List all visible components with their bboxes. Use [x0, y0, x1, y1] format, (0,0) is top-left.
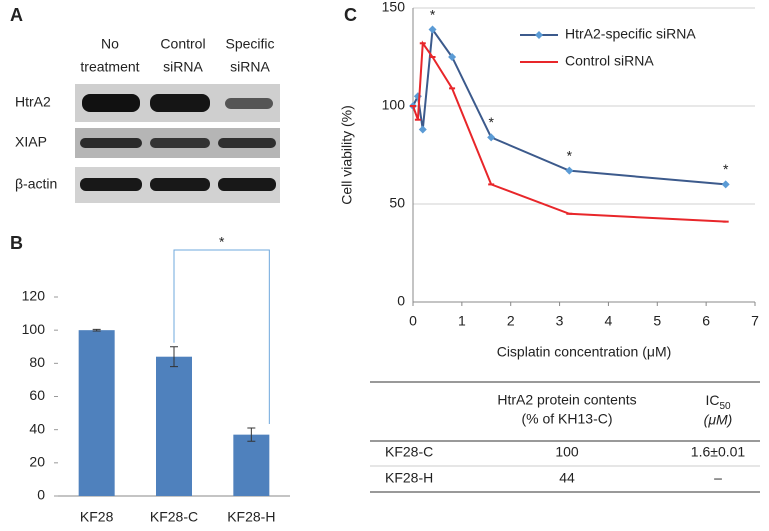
y-tick-label: 50	[389, 195, 405, 211]
y-axis-label: Cell viability (%)	[339, 105, 355, 205]
marker	[721, 180, 730, 189]
band	[225, 98, 273, 109]
marker	[565, 166, 574, 175]
y-tick-label: 120	[22, 288, 46, 304]
x-axis-label: Cisplatin concentration (μM)	[497, 344, 672, 360]
blot-row-label: HtrA2	[15, 94, 51, 110]
table-header: IC50	[705, 392, 731, 412]
marker	[487, 133, 496, 142]
legend-label: HtrA2-specific siRNA	[565, 26, 696, 42]
band	[82, 94, 140, 112]
table-cell: KF28-C	[385, 444, 433, 460]
table-header: (μM)	[704, 412, 733, 428]
blot	[75, 84, 280, 203]
x-tick-label: 0	[409, 313, 417, 329]
blot-column-label: treatment	[80, 59, 139, 75]
y-tick-label: 100	[382, 97, 406, 113]
blot-row-label: β-actin	[15, 176, 57, 192]
table-cell: 100	[555, 444, 579, 460]
band	[150, 138, 210, 148]
band	[218, 138, 276, 148]
y-tick-label: 20	[29, 454, 45, 470]
x-tick-label: 2	[507, 313, 515, 329]
x-tick-label: 4	[605, 313, 613, 329]
error-bar	[247, 427, 256, 442]
y-tick-label: 0	[397, 293, 405, 309]
y-tick-label: 100	[22, 321, 46, 337]
blot-column-label: Specific	[225, 36, 274, 52]
significance-star: *	[219, 234, 225, 250]
panel-label: A	[10, 5, 23, 25]
annotation: *	[567, 147, 573, 163]
band	[150, 178, 210, 191]
x-tick-label: KF28	[80, 509, 114, 525]
annotation: *	[488, 114, 494, 130]
x-tick-label: 1	[458, 313, 466, 329]
error-bar	[92, 328, 101, 332]
x-tick-label: 5	[653, 313, 661, 329]
table-header-main: IC	[705, 392, 719, 408]
y-tick-label: 150	[382, 0, 406, 15]
annotation: *	[723, 161, 729, 177]
blot-column-label: siRNA	[230, 59, 270, 75]
band	[80, 138, 142, 148]
y-tick-label: 60	[29, 387, 45, 403]
x-tick-label: 7	[751, 313, 759, 329]
table-cell: –	[714, 470, 722, 486]
band	[80, 178, 142, 191]
panel-label: C	[344, 5, 357, 25]
table-cell: KF28-H	[385, 470, 433, 486]
marker	[413, 92, 422, 101]
significance-bracket	[173, 249, 270, 425]
series-line	[412, 40, 726, 223]
table-header: HtrA2 protein contents	[497, 392, 636, 408]
bar	[233, 434, 270, 496]
band	[218, 178, 276, 191]
legend-marker	[535, 31, 543, 39]
bar	[78, 330, 115, 496]
error-bar	[170, 346, 178, 368]
x-tick-label: 3	[556, 313, 564, 329]
marker	[418, 125, 427, 134]
blot-column-label: siRNA	[163, 59, 203, 75]
marker	[448, 53, 457, 61]
table-header: (% of KH13-C)	[521, 411, 612, 427]
blot-column-label: No	[101, 36, 119, 52]
bar	[156, 356, 192, 496]
x-tick-label: KF28-H	[227, 509, 275, 525]
panel-label: B	[10, 233, 23, 253]
band	[150, 94, 210, 112]
x-tick-label: KF28-C	[150, 509, 198, 525]
y-tick-label: 0	[37, 487, 45, 503]
table-cell: 44	[559, 470, 575, 486]
legend-label: Control siRNA	[565, 53, 654, 69]
y-tick-label: 40	[29, 420, 45, 436]
marker	[428, 25, 437, 34]
table-header-sub: 50	[719, 401, 731, 412]
x-tick-label: 6	[702, 313, 710, 329]
y-tick-label: 80	[29, 354, 45, 370]
blot-row-label: XIAP	[15, 134, 47, 150]
annotation: *	[430, 6, 436, 22]
table-cell: 1.6±0.01	[691, 444, 746, 460]
blot-column-label: Control	[160, 36, 205, 52]
